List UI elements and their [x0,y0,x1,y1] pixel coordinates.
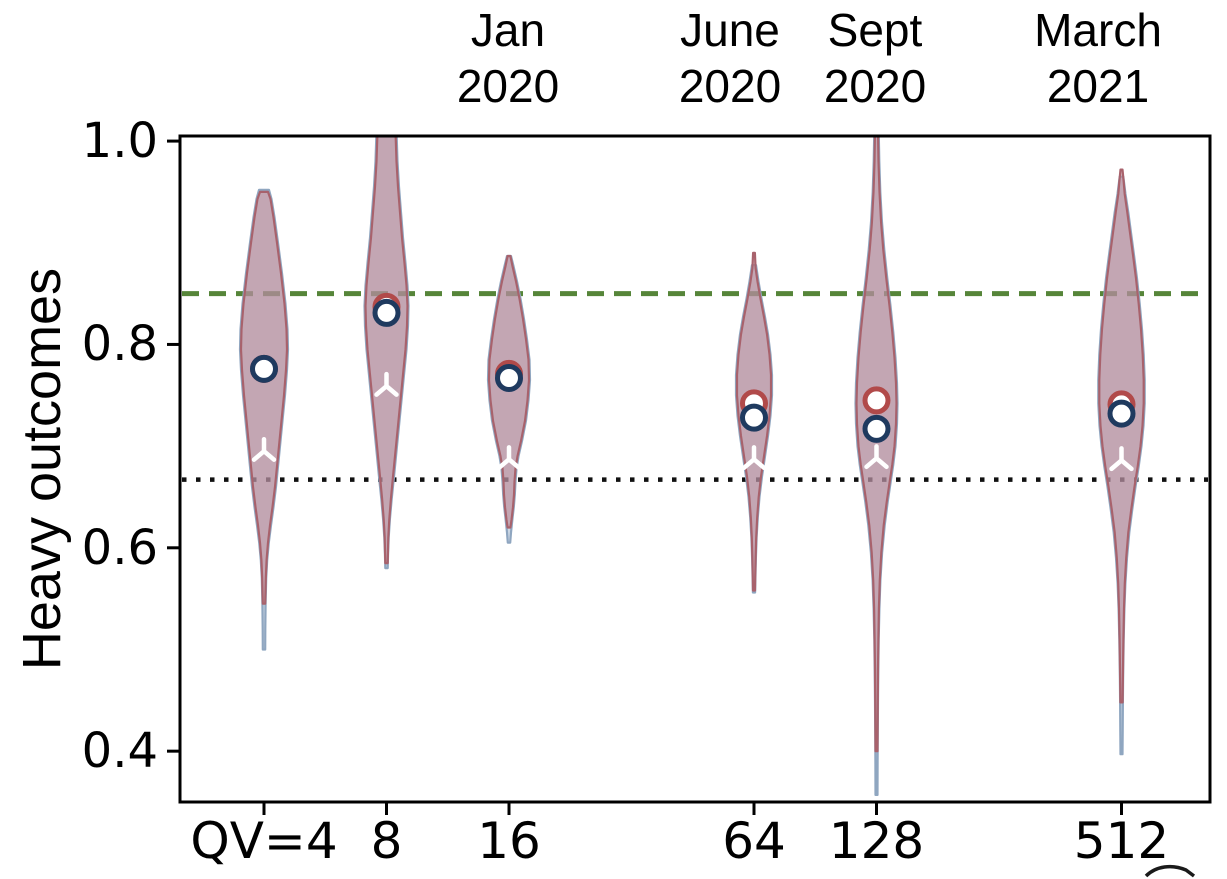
date-line2: 2020 [456,60,560,113]
y-tick-label-0.8: 0.8 [81,316,158,373]
cropped-glyph-fragment [1144,864,1196,878]
date-line1: Sept [827,4,923,56]
y-tick-label-0.6: 0.6 [81,519,158,576]
date-annotation-march-2021: March 2021 [1034,2,1162,114]
date-line2: 2020 [678,60,782,113]
date-line2: 2021 [1046,60,1150,113]
date-annotation-june-2020: June 2020 [679,2,781,114]
x-tick-label-qv4: QV=4 [190,812,338,870]
x-tick-label-16: 16 [477,812,541,870]
date-line2: 2020 [823,60,927,113]
date-annotation-jan-2020: Jan 2020 [457,2,559,114]
date-line1: Jan [470,4,546,56]
date-annotation-sept-2020: Sept 2020 [824,2,926,114]
date-line1: June [680,4,780,56]
y-axis-label: Heavy outcomes [12,267,72,671]
x-tick-label-8: 8 [370,812,403,870]
date-line1: March [1034,4,1162,56]
y-tick-label-0.4: 0.4 [81,723,158,780]
x-tick-label-512: 512 [1073,812,1170,870]
x-tick-label-128: 128 [828,812,925,870]
y-tick-label-1.0: 1.0 [81,113,158,170]
x-tick-label-64: 64 [722,812,786,870]
